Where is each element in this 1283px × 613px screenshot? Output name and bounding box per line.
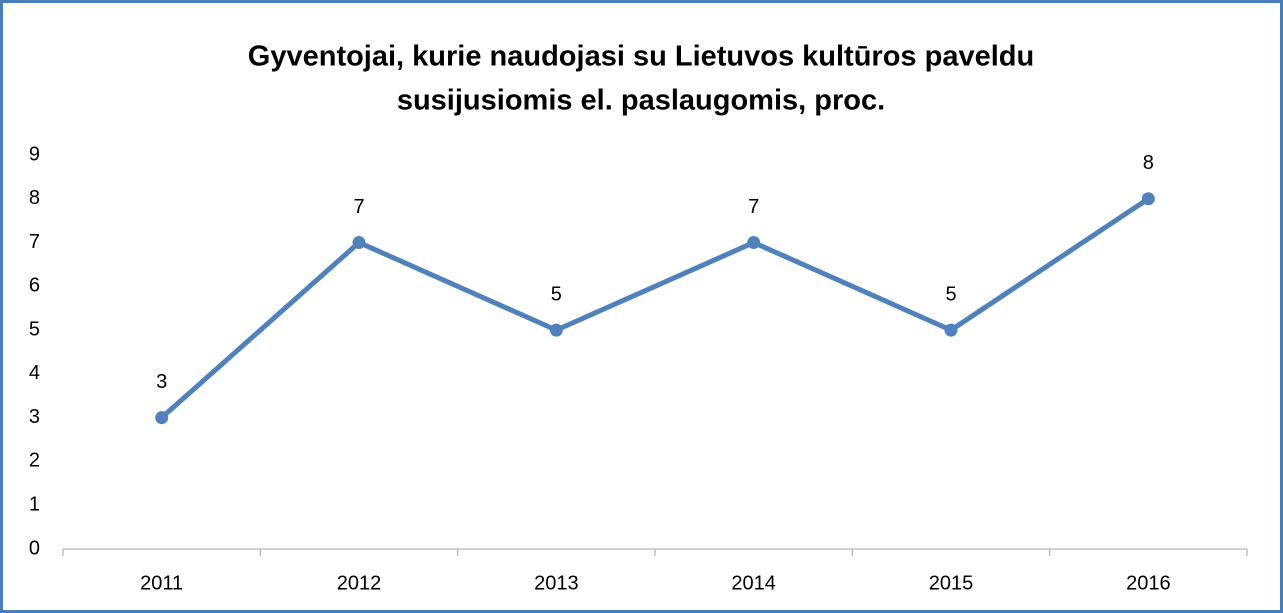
x-tick-label: 2013 — [534, 572, 579, 594]
x-tick-label: 2015 — [929, 572, 974, 594]
data-label: 7 — [353, 196, 364, 218]
y-tick-label: 2 — [29, 450, 40, 472]
data-point — [944, 323, 958, 337]
data-label: 5 — [551, 283, 562, 305]
data-label: 3 — [156, 371, 167, 393]
x-tick-label: 2014 — [731, 572, 776, 594]
chart-title: Gyventojai, kurie naudojasi su Lietuvos … — [248, 41, 1034, 73]
x-tick-label: 2016 — [1126, 572, 1171, 594]
y-tick-label: 9 — [29, 143, 40, 165]
data-label: 8 — [1143, 152, 1154, 174]
y-tick-label: 3 — [29, 406, 40, 428]
y-tick-label: 4 — [29, 362, 40, 384]
y-tick-label: 7 — [29, 231, 40, 253]
data-point — [155, 411, 169, 425]
x-tick-label: 2011 — [140, 572, 183, 594]
y-tick-label: 0 — [29, 537, 40, 559]
y-tick-label: 5 — [29, 318, 40, 340]
x-tick-label: 2012 — [337, 572, 382, 594]
data-point — [549, 323, 563, 337]
data-label: 7 — [748, 196, 759, 218]
y-tick-label: 1 — [29, 494, 40, 516]
y-tick-label: 6 — [29, 275, 40, 297]
data-point — [747, 236, 761, 250]
series-line — [160, 196, 1150, 420]
data-label: 5 — [945, 283, 956, 305]
chart-title: susijusiomis el. paslaugomis, proc. — [397, 85, 885, 117]
data-point — [1141, 192, 1155, 206]
y-tick-label: 8 — [29, 187, 40, 209]
data-point — [352, 236, 366, 250]
